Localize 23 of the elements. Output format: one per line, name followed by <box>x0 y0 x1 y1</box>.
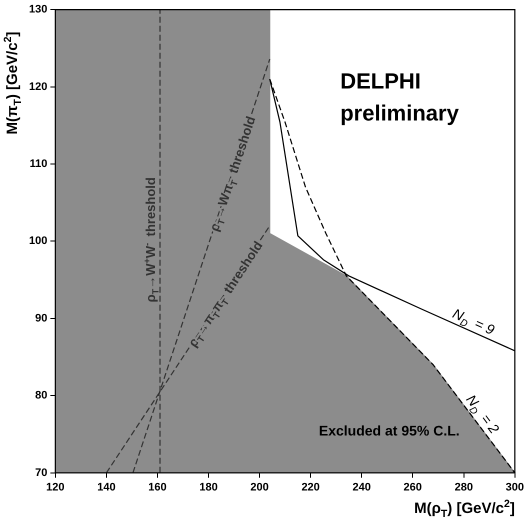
x-tick-label: 140 <box>97 481 116 494</box>
y-axis-title: M(πT) [GeV/c2] <box>2 32 24 135</box>
y-tick-label: 80 <box>35 390 48 402</box>
x-tick-label: 120 <box>46 481 65 494</box>
text: ρT→W+W- threshold <box>142 177 160 302</box>
x-tick-label: 300 <box>506 481 524 494</box>
x-tick-label: 260 <box>404 481 422 494</box>
x-tick-label: 200 <box>250 481 269 494</box>
y-tick-label: 130 <box>28 4 48 16</box>
y-tick-label: 70 <box>35 466 48 479</box>
x-tick-label: 220 <box>301 481 320 494</box>
text: ND = 9 <box>450 305 498 338</box>
x-tick-label: 160 <box>148 481 167 494</box>
y-tick-label: 90 <box>35 312 48 324</box>
annotation: Excluded at 95% C.L. <box>318 422 460 439</box>
text: DELPHI preliminary <box>340 68 460 126</box>
x-tick-label: 180 <box>199 481 218 494</box>
y-tick-label: 110 <box>30 158 48 170</box>
y-tick-label: 120 <box>28 80 48 93</box>
x-tick-label: 240 <box>352 481 371 494</box>
text: ND = 2 <box>463 392 503 437</box>
y-tick-label: 100 <box>28 235 48 248</box>
x-tick-label: 280 <box>454 481 473 494</box>
